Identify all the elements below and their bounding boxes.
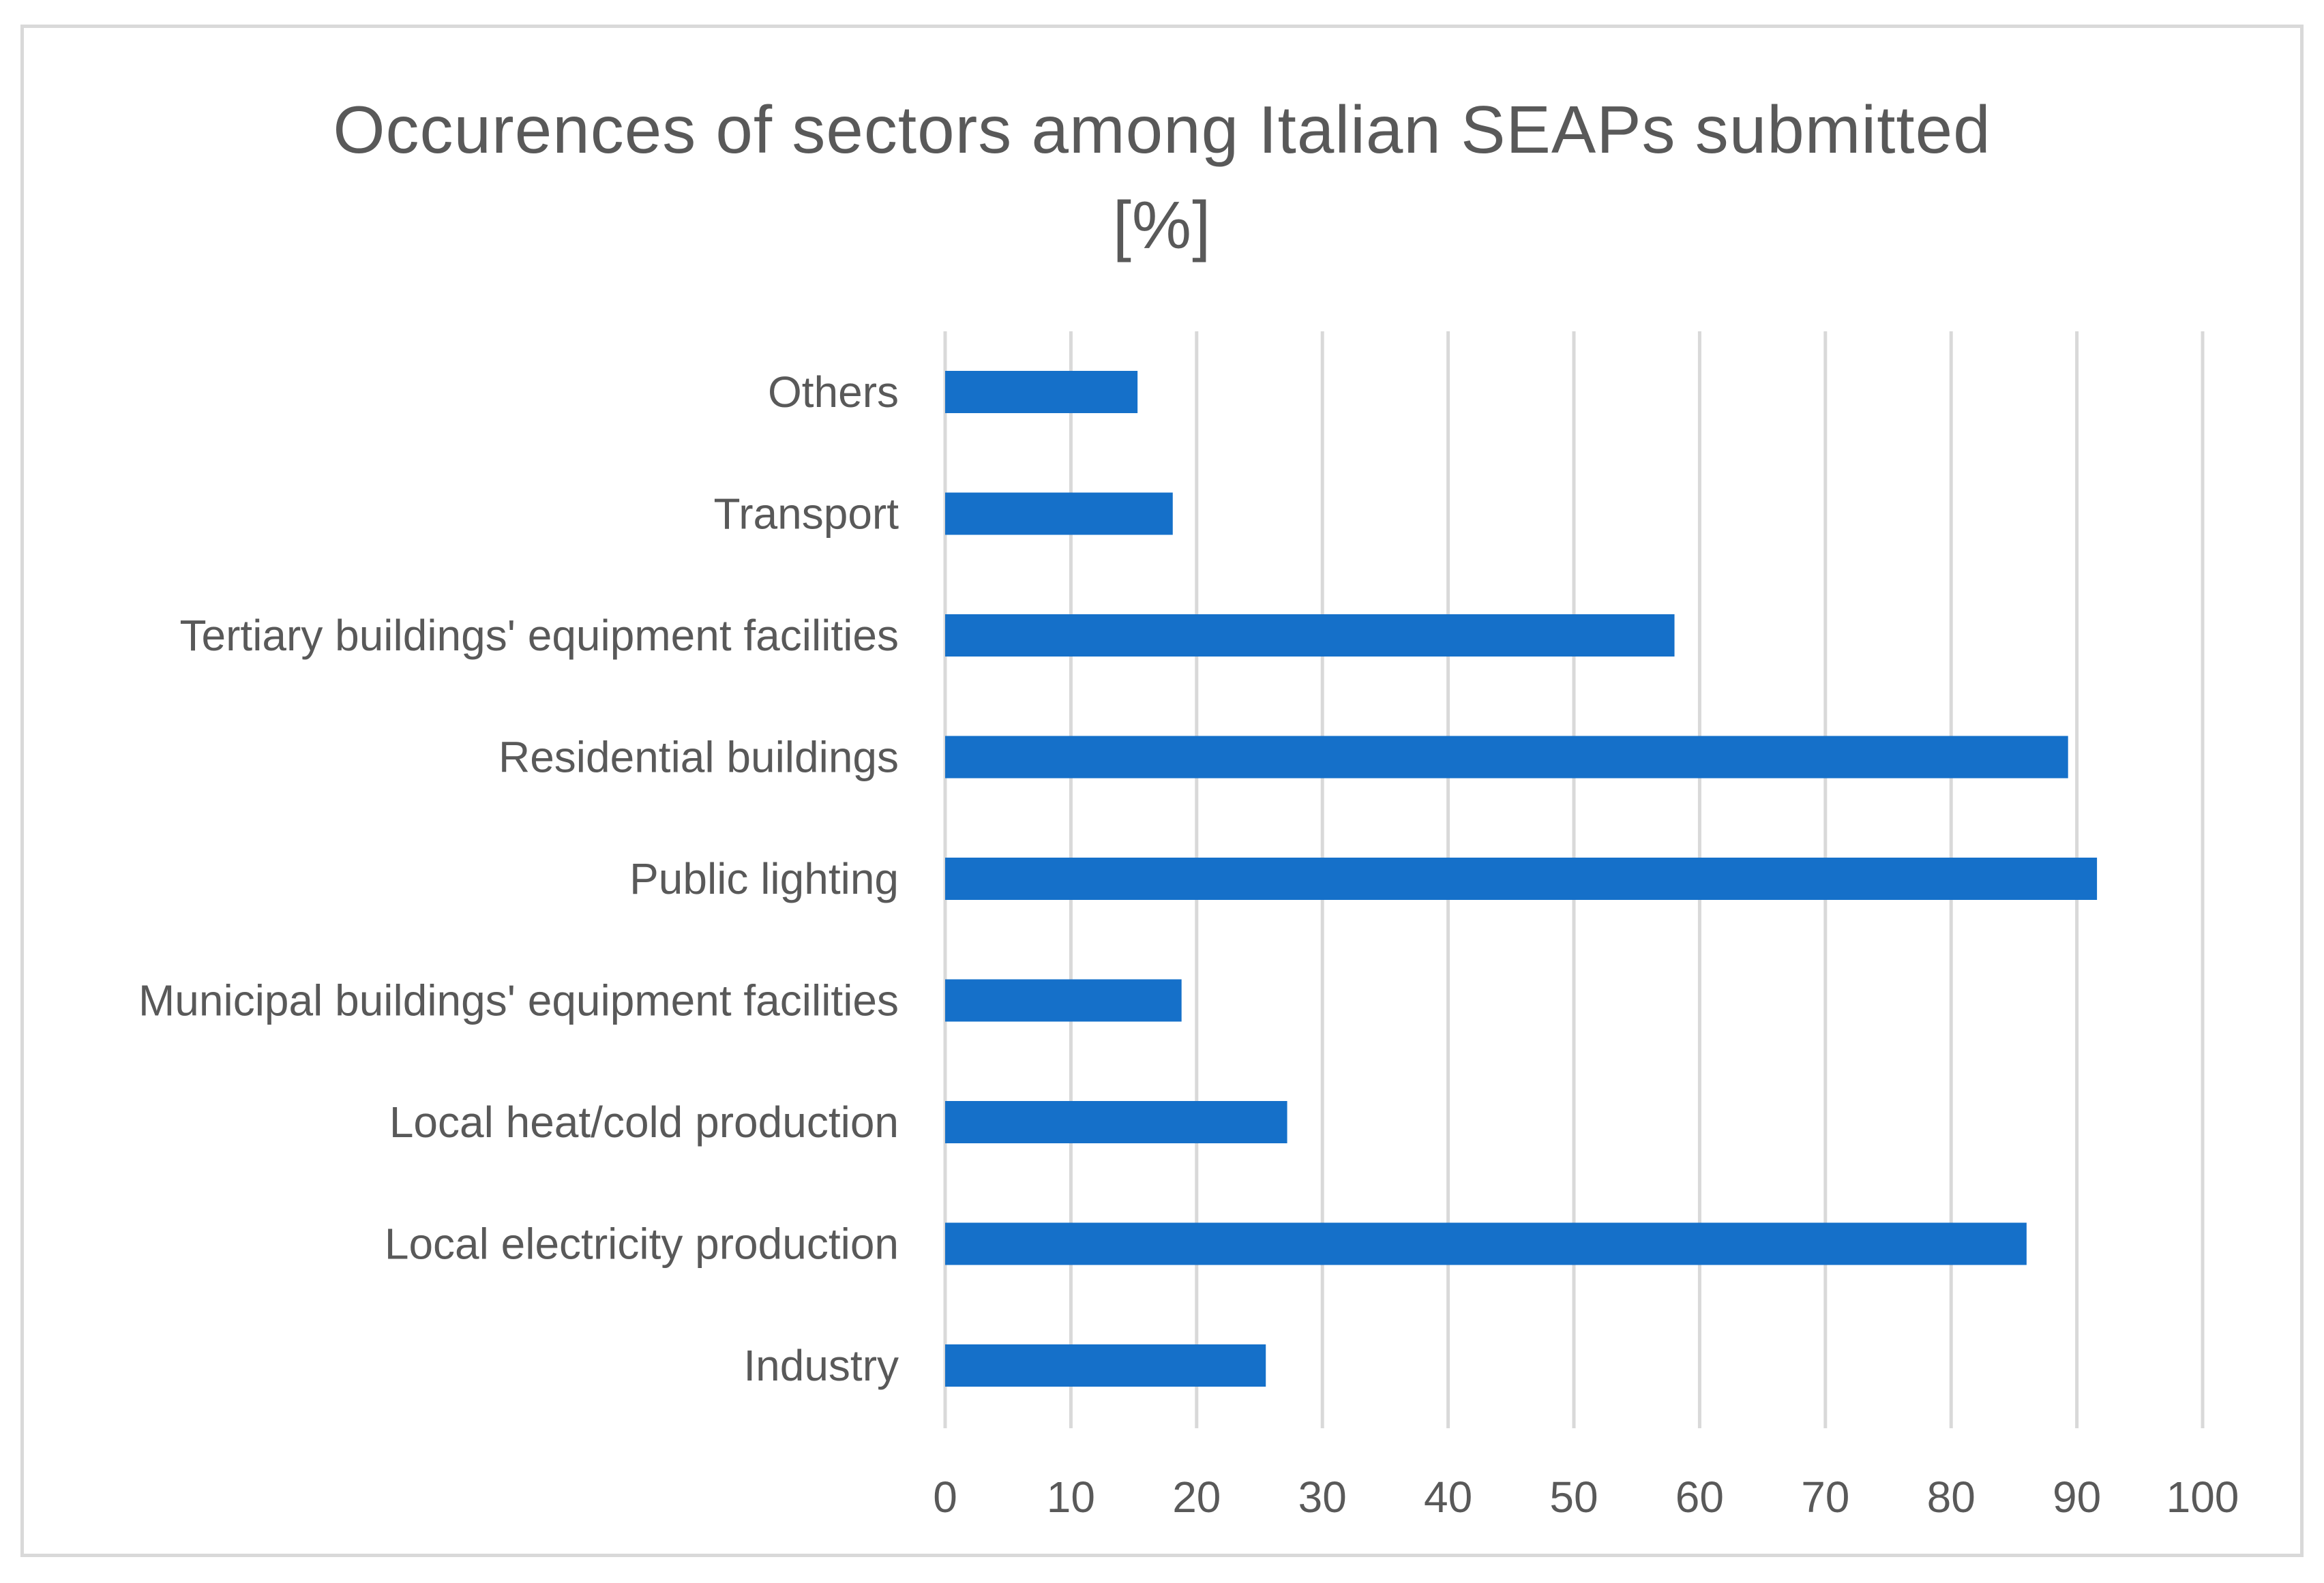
chart-title-line-2: [%] xyxy=(1112,187,1212,262)
x-tick-label: 20 xyxy=(1172,1473,1221,1522)
chart-title: Occurences of sectors among Italian SEAP… xyxy=(0,82,2324,273)
x-tick-label: 100 xyxy=(2166,1473,2239,1522)
bar xyxy=(945,371,1138,413)
category-label: Public lighting xyxy=(629,854,899,903)
x-tick-label: 70 xyxy=(1801,1473,1849,1522)
category-label: Residential buildings xyxy=(498,733,899,782)
chart-title-line-1: Occurences of sectors among Italian SEAP… xyxy=(333,92,1991,167)
bar xyxy=(945,979,1182,1022)
category-label: Industry xyxy=(743,1341,899,1390)
bar xyxy=(945,1222,2027,1265)
x-axis-tick-labels: 0 10 20 30 40 50 60 70 80 90 100 xyxy=(933,1473,2239,1522)
x-tick-label: 10 xyxy=(1047,1473,1095,1522)
x-tick-label: 50 xyxy=(1549,1473,1598,1522)
category-label: Tertiary buildings' equipment facilities xyxy=(180,611,899,660)
category-label: Municipal buildings' equipment facilitie… xyxy=(138,976,899,1025)
bar xyxy=(945,492,1173,535)
x-tick-label: 80 xyxy=(1927,1473,1976,1522)
x-tick-label: 30 xyxy=(1298,1473,1347,1522)
bar xyxy=(945,614,1675,657)
category-label: Local electricity production xyxy=(385,1220,899,1269)
category-labels: Industry Local electricity production Loca… xyxy=(138,367,899,1390)
bar xyxy=(945,858,2098,900)
x-tick-label: 40 xyxy=(1424,1473,1472,1522)
bar xyxy=(945,736,2068,779)
category-label: Others xyxy=(768,367,899,417)
bar xyxy=(945,1101,1287,1143)
x-tick-label: 90 xyxy=(2053,1473,2101,1522)
category-label: Transport xyxy=(714,489,899,539)
chart-frame xyxy=(20,25,2304,1557)
bar xyxy=(945,1344,1266,1387)
category-label: Local heat/cold production xyxy=(389,1098,899,1147)
x-tick-label: 0 xyxy=(933,1473,957,1522)
x-tick-label: 60 xyxy=(1675,1473,1724,1522)
bars xyxy=(945,371,2098,1387)
